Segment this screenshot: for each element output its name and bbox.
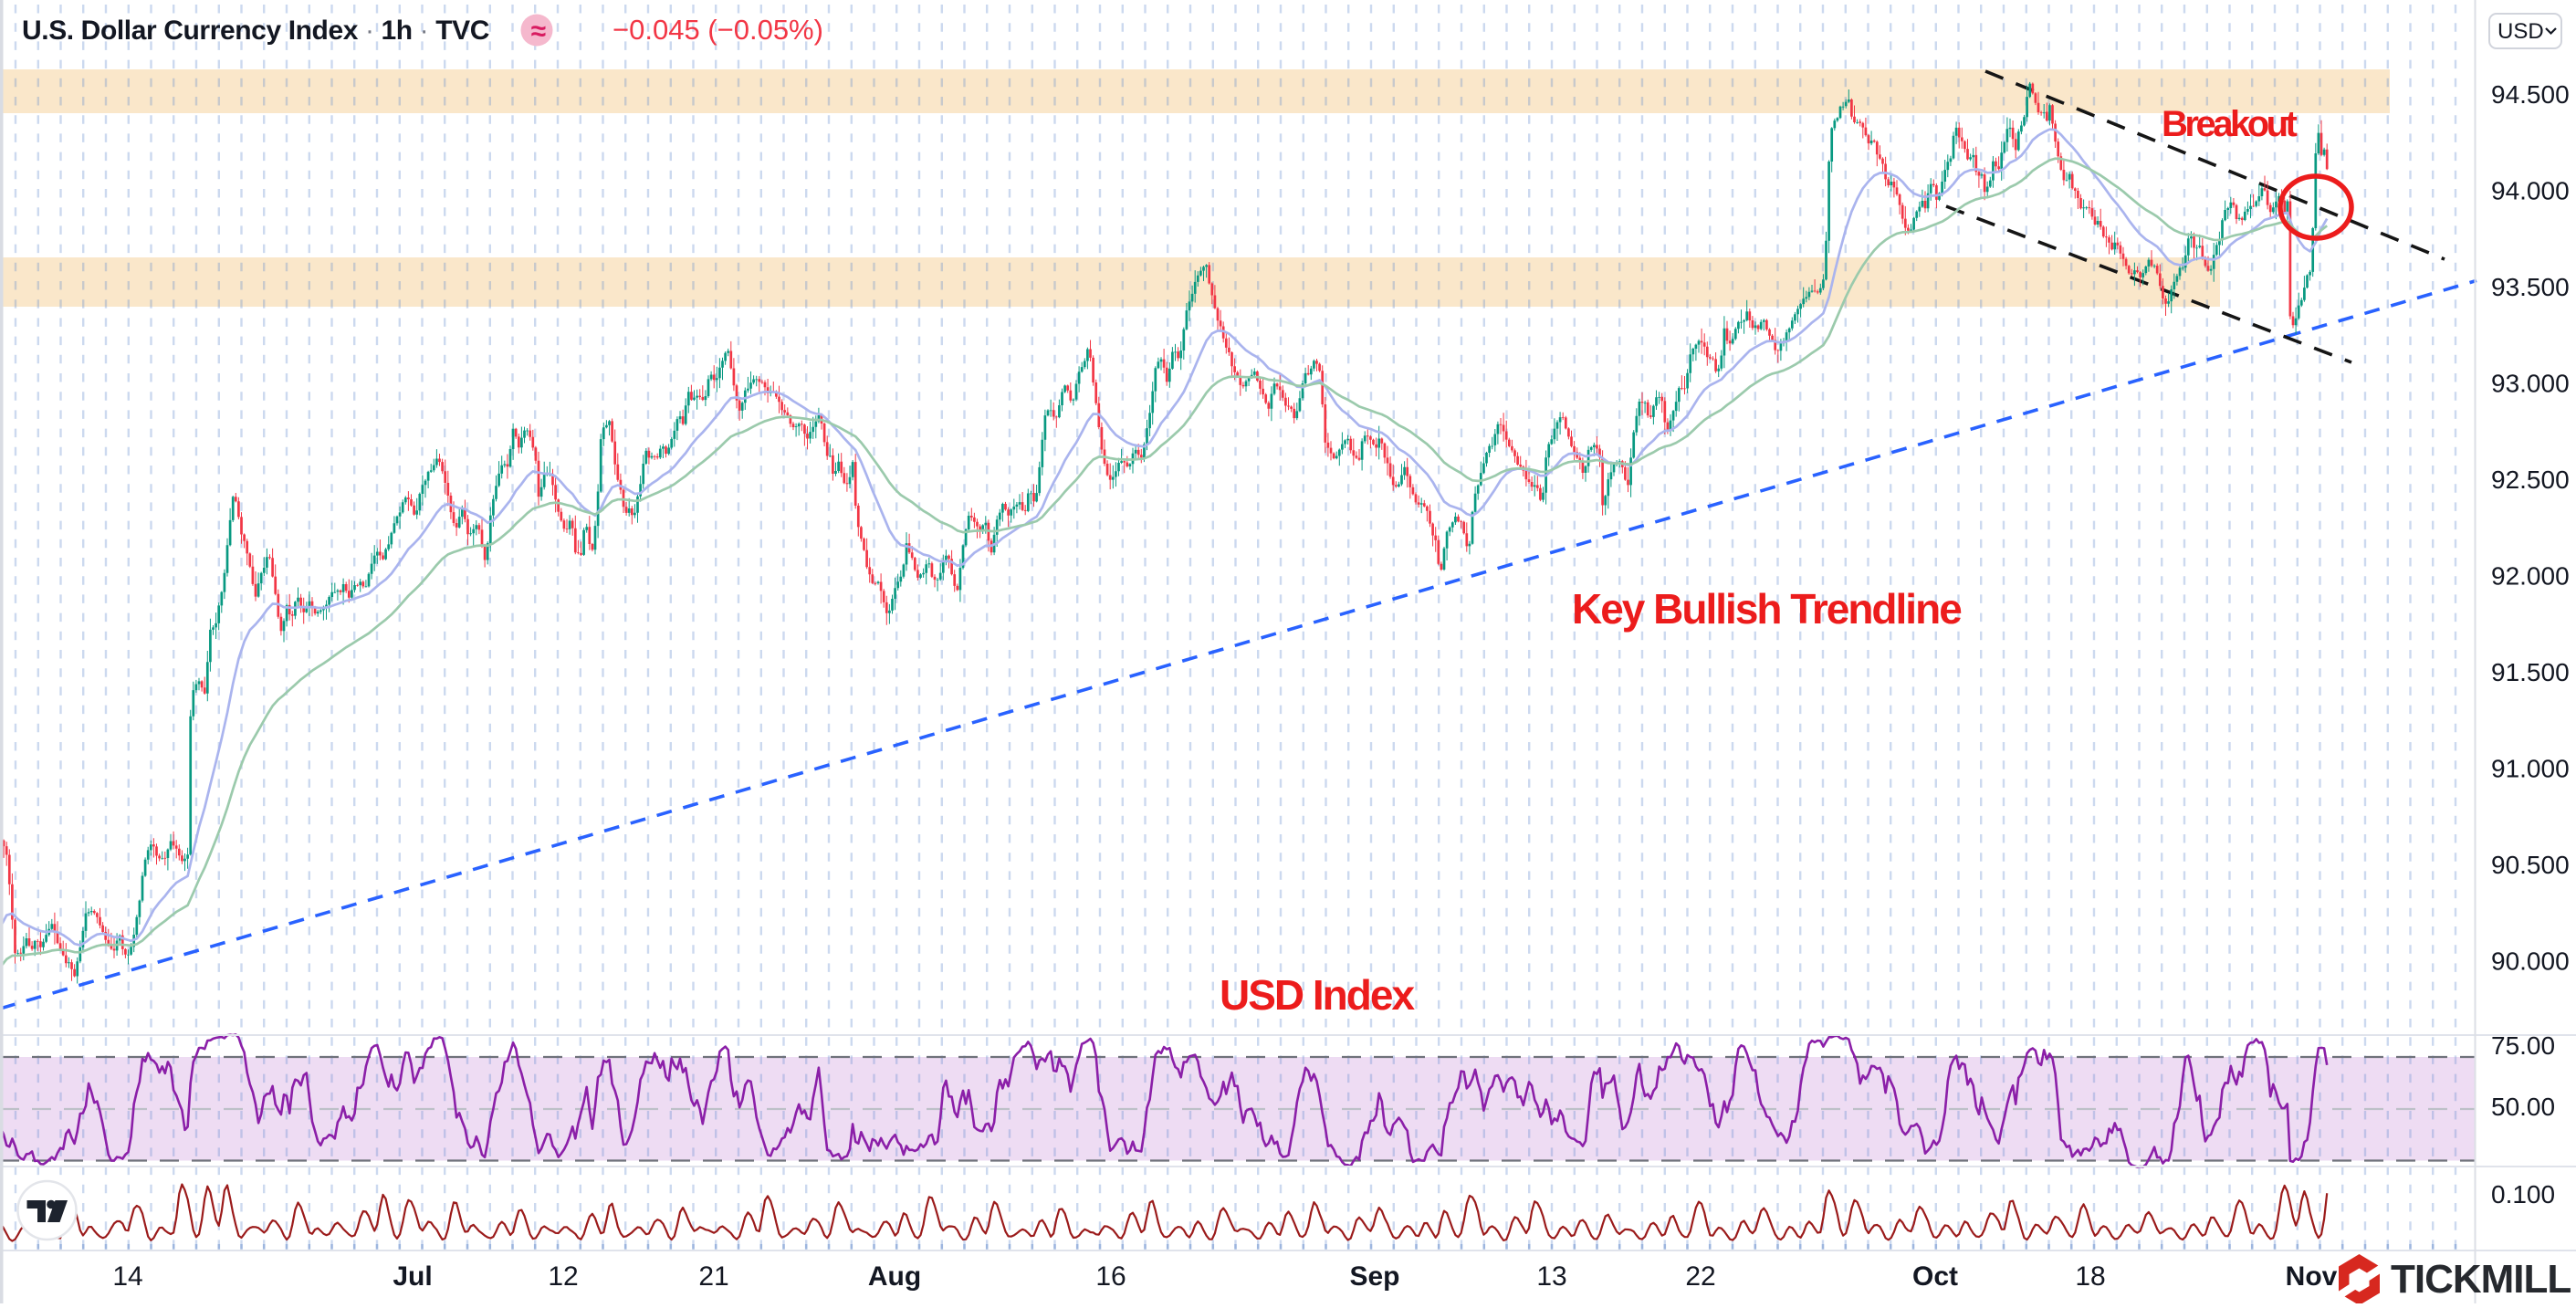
svg-text:91.000: 91.000 <box>2491 755 2570 783</box>
svg-text:13: 13 <box>1536 1261 1566 1292</box>
svg-text:92.500: 92.500 <box>2491 466 2570 494</box>
svg-text:18: 18 <box>2075 1261 2105 1292</box>
svg-text:12: 12 <box>548 1261 578 1292</box>
svg-text:USD: USD <box>2497 19 2544 44</box>
svg-text:92.000: 92.000 <box>2491 562 2570 591</box>
svg-text:−0.045 (−0.05%): −0.045 (−0.05%) <box>613 14 823 46</box>
svg-text:75.00: 75.00 <box>2491 1031 2555 1060</box>
svg-text:Nov: Nov <box>2286 1261 2338 1292</box>
svg-text:Jul: Jul <box>393 1261 432 1292</box>
svg-text:0.100: 0.100 <box>2491 1180 2555 1209</box>
svg-text:USD Index: USD Index <box>1220 971 1415 1019</box>
svg-text:93.000: 93.000 <box>2491 370 2570 398</box>
svg-text:50.00: 50.00 <box>2491 1093 2555 1121</box>
svg-text:94.000: 94.000 <box>2491 177 2570 205</box>
svg-text:TICKMILL: TICKMILL <box>2391 1257 2571 1302</box>
svg-text:16: 16 <box>1095 1261 1126 1292</box>
svg-text:91.500: 91.500 <box>2491 658 2570 686</box>
svg-text:94.500: 94.500 <box>2491 80 2570 109</box>
svg-text:90.500: 90.500 <box>2491 851 2570 879</box>
svg-text:21: 21 <box>698 1261 728 1292</box>
svg-text:Aug: Aug <box>868 1261 921 1292</box>
svg-text:Key Bullish Trendline: Key Bullish Trendline <box>1572 585 1962 633</box>
svg-text:90.000: 90.000 <box>2491 947 2570 976</box>
svg-text:Oct: Oct <box>1912 1261 1958 1292</box>
svg-text:Sep: Sep <box>1349 1261 1399 1292</box>
svg-text:22: 22 <box>1685 1261 1715 1292</box>
svg-text:U.S. Dollar Currency Index · 1: U.S. Dollar Currency Index · 1h · TVC <box>22 16 489 46</box>
svg-text:14: 14 <box>112 1261 142 1292</box>
svg-text:Breakout: Breakout <box>2162 104 2298 144</box>
svg-text:93.500: 93.500 <box>2491 273 2570 301</box>
svg-text:≈: ≈ <box>531 16 546 47</box>
